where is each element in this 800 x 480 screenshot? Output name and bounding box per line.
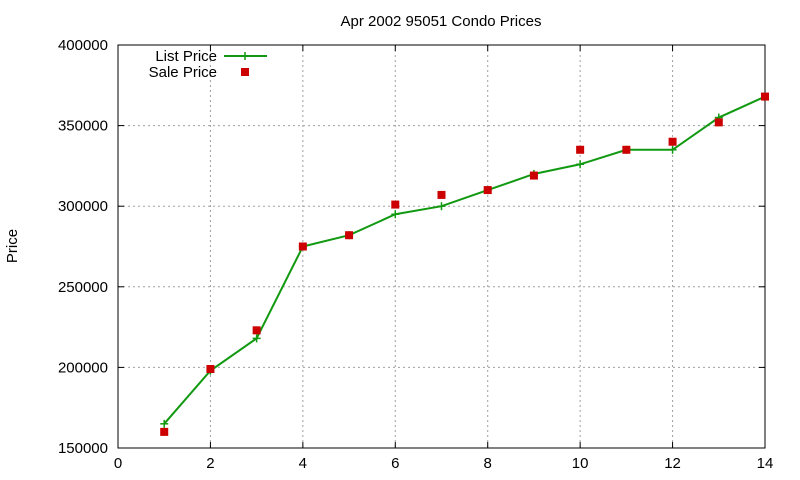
data-point (714, 118, 723, 127)
y-tick-label: 250000 (58, 279, 108, 296)
series-2 (160, 92, 769, 436)
data-point (437, 190, 446, 199)
data-point (668, 137, 677, 146)
x-tick-label: 10 (572, 455, 589, 472)
x-tick-label: 8 (484, 455, 492, 472)
data-point (576, 160, 585, 169)
data-point (391, 200, 400, 209)
data-point (160, 419, 169, 428)
data-point (576, 145, 585, 154)
x-tick-label: 14 (757, 455, 774, 472)
series-1 (160, 92, 769, 428)
data-point (252, 334, 261, 343)
data-point (668, 145, 677, 154)
x-tick-label: 12 (664, 455, 681, 472)
axis-ticks: 0 2 4 6 8 10 12 14 150000 200000 250000 300000 35000… (58, 37, 773, 472)
x-tick-label: 0 (114, 455, 122, 472)
y-axis-label: Price (4, 229, 21, 263)
grid (118, 45, 765, 448)
y-tick-label: 150000 (58, 440, 108, 457)
y-tick-label: 200000 (58, 359, 108, 376)
legend-marker (241, 68, 249, 76)
data-point (622, 145, 631, 154)
data-point (345, 231, 354, 240)
data-point (206, 365, 215, 374)
data-point (298, 242, 307, 251)
legend-marker (241, 52, 249, 60)
data-point (761, 92, 769, 101)
data-point (252, 326, 261, 335)
y-tick-label: 350000 (58, 118, 108, 135)
plot-frame (117, 44, 766, 449)
y-tick-label: 400000 (58, 37, 108, 54)
data-point (391, 210, 400, 219)
legend-label: List Price (155, 48, 217, 65)
y-tick-label: 300000 (58, 198, 108, 215)
chart-title: Apr 2002 95051 Condo Prices (341, 13, 542, 30)
series-line (163, 95, 766, 425)
x-tick-label: 6 (391, 455, 399, 472)
x-tick-label: 4 (299, 455, 307, 472)
data-point (160, 427, 169, 436)
data-point (437, 202, 446, 211)
x-tick-label: 2 (206, 455, 214, 472)
data-point (483, 186, 492, 195)
data-point (529, 171, 538, 180)
series (160, 92, 769, 436)
legend-label: Sale Price (149, 64, 217, 81)
